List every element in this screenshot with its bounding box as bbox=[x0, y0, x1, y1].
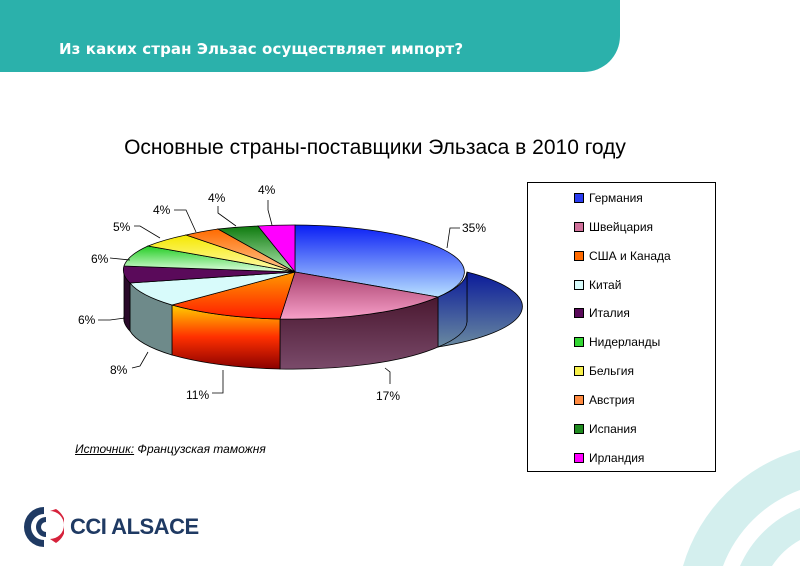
label-belgium: 5% bbox=[113, 220, 131, 234]
legend-item: Бельгия bbox=[574, 364, 634, 378]
legend-swatch bbox=[574, 280, 584, 290]
legend-swatch bbox=[574, 193, 584, 203]
label-spain: 4% bbox=[208, 191, 226, 205]
legend-swatch bbox=[574, 337, 584, 347]
legend-item: Испания bbox=[574, 422, 637, 436]
legend-swatch bbox=[574, 222, 584, 232]
source-text: Французская таможня bbox=[137, 442, 266, 456]
header-banner: Из каких стран Эльзас осуществляет импор… bbox=[0, 0, 620, 72]
page-title: Из каких стран Эльзас осуществляет импор… bbox=[59, 40, 464, 58]
chart-legend: Германия Швейцария США и Канада Китай Ит… bbox=[527, 182, 716, 472]
legend-item: Австрия bbox=[574, 393, 635, 407]
legend-item: Германия bbox=[574, 191, 643, 205]
logo-text: CCI ALSACE bbox=[70, 514, 199, 539]
cci-logo-icon bbox=[24, 507, 64, 547]
chart-title: Основные страны-поставщики Эльзаса в 201… bbox=[124, 136, 626, 159]
legend-swatch bbox=[574, 251, 584, 261]
label-usa: 11% bbox=[186, 388, 209, 402]
cci-alsace-logo: CCI ALSACE bbox=[22, 505, 199, 549]
slice-usa bbox=[170, 271, 296, 320]
label-italy: 6% bbox=[78, 313, 96, 327]
legend-swatch bbox=[574, 395, 584, 405]
source-label: Источник: bbox=[75, 442, 135, 456]
label-germany: 35% bbox=[462, 221, 486, 235]
legend-item: США и Канада bbox=[574, 249, 671, 263]
legend-swatch bbox=[574, 366, 584, 376]
label-switzerland: 17% bbox=[376, 389, 400, 403]
legend-item: Китай bbox=[574, 278, 621, 292]
legend-item: Швейцария bbox=[574, 220, 653, 234]
label-china: 8% bbox=[110, 363, 128, 377]
source-note: Источник: Французская таможня bbox=[75, 442, 266, 456]
legend-swatch bbox=[574, 453, 584, 463]
label-netherlands: 6% bbox=[91, 252, 109, 266]
slice-switzerland bbox=[279, 271, 440, 320]
slice-ireland bbox=[257, 224, 296, 274]
legend-item: Нидерланды bbox=[574, 335, 660, 349]
legend-item: Италия bbox=[574, 306, 630, 320]
legend-swatch bbox=[574, 308, 584, 318]
label-ireland: 4% bbox=[258, 183, 276, 197]
decorative-arcs bbox=[683, 450, 800, 566]
label-austria: 4% bbox=[153, 203, 171, 217]
legend-swatch bbox=[574, 424, 584, 434]
legend-item: Ирландия bbox=[574, 451, 644, 465]
